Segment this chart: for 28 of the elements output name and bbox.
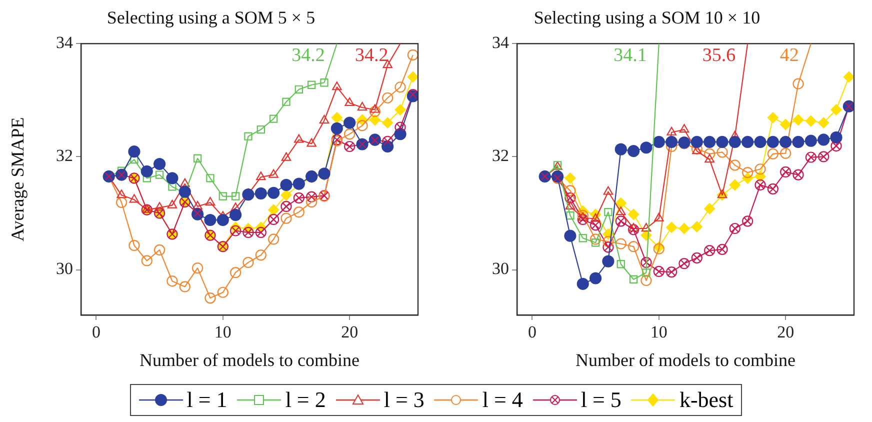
- x-tick-label: 20: [341, 322, 358, 342]
- y-tick-label: 32: [56, 146, 73, 166]
- annotation: 34.2: [292, 45, 325, 66]
- y-tick-label: 32: [492, 146, 509, 166]
- legend-label: k-best: [679, 387, 734, 413]
- legend-label: l = 3: [384, 387, 424, 413]
- x-axis-title: Number of models to combine: [140, 350, 360, 370]
- annotation: 34.2: [355, 45, 388, 66]
- legend-label: l = 2: [285, 387, 326, 413]
- x-tick-label: 0: [528, 322, 536, 342]
- x-tick-label: 10: [214, 322, 232, 342]
- annotation: 35.6: [702, 45, 736, 66]
- chart-title: Selecting using a SOM 5 × 5: [106, 8, 316, 28]
- legend-label: l = 1: [186, 387, 228, 413]
- y-tick-label: 30: [492, 259, 509, 278]
- x-tick-label: 10: [650, 322, 668, 342]
- y-tick-label: 34: [492, 33, 510, 52]
- legend-label: l = 5: [580, 387, 622, 413]
- y-tick-label: 30: [56, 259, 73, 278]
- x-tick-label: 20: [777, 322, 794, 342]
- annotation: 42: [780, 45, 799, 66]
- y-tick-label: 34: [56, 33, 74, 52]
- y-axis-title: Average SMAPE: [8, 117, 28, 242]
- x-axis-title: Number of models to combine: [576, 350, 796, 370]
- annotation: 34.1: [614, 45, 647, 66]
- x-tick-label: 0: [92, 322, 100, 342]
- legend-label: l = 4: [482, 387, 523, 413]
- chart-title: Selecting using a SOM 10 × 10: [534, 8, 760, 28]
